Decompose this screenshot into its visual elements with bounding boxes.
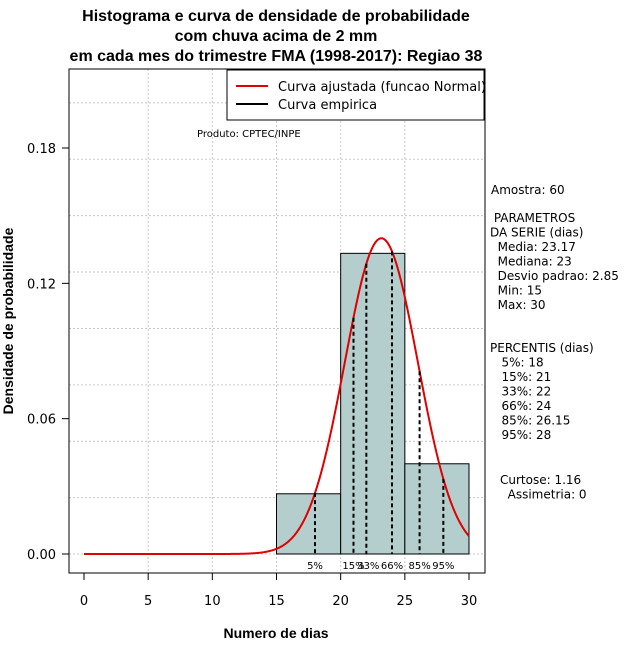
histogram-bars — [276, 252, 470, 555]
percentile-label: 66% — [381, 561, 403, 572]
x-tick-label: 5 — [144, 594, 152, 609]
shape-stat-line: Curtose: 1.16 — [500, 473, 581, 487]
y-tick-label: 0.18 — [27, 142, 56, 157]
percentile-line-text: PERCENTIS (dias) — [490, 341, 594, 355]
parameter-line: Media: 23.17 — [490, 240, 576, 254]
y-axis: 0.00 0.06 0.12 0.18 — [27, 142, 70, 563]
percentile-label: 33% — [357, 561, 379, 572]
legend-label-empirical: Curva empirica — [278, 98, 377, 113]
chart-title-line-2: com chuva acima de 2 mm — [175, 28, 378, 45]
percentile-line-text: 15%: 21 — [490, 370, 551, 384]
y-tick-label: 0.06 — [27, 413, 56, 428]
parameter-line: PARAMETROS — [490, 211, 575, 225]
x-tick-label: 15 — [268, 594, 285, 609]
chart-title-line-3: em cada mes do trimestre FMA (1998-2017)… — [70, 48, 483, 65]
histogram-bar — [340, 252, 406, 555]
histogram-bar — [404, 463, 470, 555]
percentile-lines: 5% 15%33% 66% 85% 95% — [307, 251, 454, 572]
percentile-label: 85% — [408, 561, 430, 572]
percentile-line-text: 5%: 18 — [490, 356, 544, 370]
y-tick-label: 0.12 — [27, 277, 56, 292]
credit-text: Produto: CPTEC/INPE — [197, 129, 301, 140]
x-axis-title: Numero de dias — [223, 625, 328, 641]
y-tick-label: 0.00 — [27, 548, 56, 563]
percentile-line-text: 85%: 26.15 — [490, 414, 570, 428]
percentile-label: 5% — [307, 561, 323, 572]
percentiles-block: PERCENTIS (dias) 5%: 18 15%: 21 33%: 22 … — [490, 341, 594, 442]
x-tick-label: 0 — [80, 594, 88, 609]
percentile-line-text: 95%: 28 — [490, 428, 551, 442]
legend: Curva ajustada (funcao Normal) Curva emp… — [226, 69, 486, 121]
percentile-line-text: 66%: 24 — [490, 399, 551, 413]
chart-title-line-1: Histograma e curva de densidade de proba… — [82, 8, 470, 25]
parameter-line: Min: 15 — [490, 284, 542, 298]
shape-stat-line: Assimetria: 0 — [500, 488, 587, 502]
x-axis: 0 5 10 15 20 25 30 — [80, 572, 478, 609]
y-axis-title: Densidade de probabilidade — [0, 227, 16, 414]
x-tick-label: 20 — [332, 594, 349, 609]
shape-statistics: Curtose: 1.16 Assimetria: 0 — [500, 473, 587, 502]
normal-curve-line — [84, 237, 470, 555]
legend-box — [226, 69, 485, 121]
x-tick-label: 25 — [397, 594, 414, 609]
parameter-line: Max: 30 — [490, 298, 546, 312]
parameter-line: DA SERIE (dias) — [490, 226, 583, 240]
histogram-bar — [276, 493, 342, 555]
normal-curve — [84, 237, 470, 555]
percentile-line-text: 33%: 22 — [490, 385, 551, 399]
parameter-line: Mediana: 23 — [490, 255, 572, 269]
percentile-label: 15% — [342, 561, 364, 572]
legend-label-fitted: Curva ajustada (funcao Normal) — [278, 80, 486, 95]
x-tick-label: 30 — [461, 594, 478, 609]
x-tick-label: 10 — [204, 594, 221, 609]
percentile-label: 95% — [432, 561, 454, 572]
sample-size: Amostra: 60 — [491, 183, 565, 197]
parameter-line: Desvio padrao: 2.85 — [490, 269, 619, 283]
